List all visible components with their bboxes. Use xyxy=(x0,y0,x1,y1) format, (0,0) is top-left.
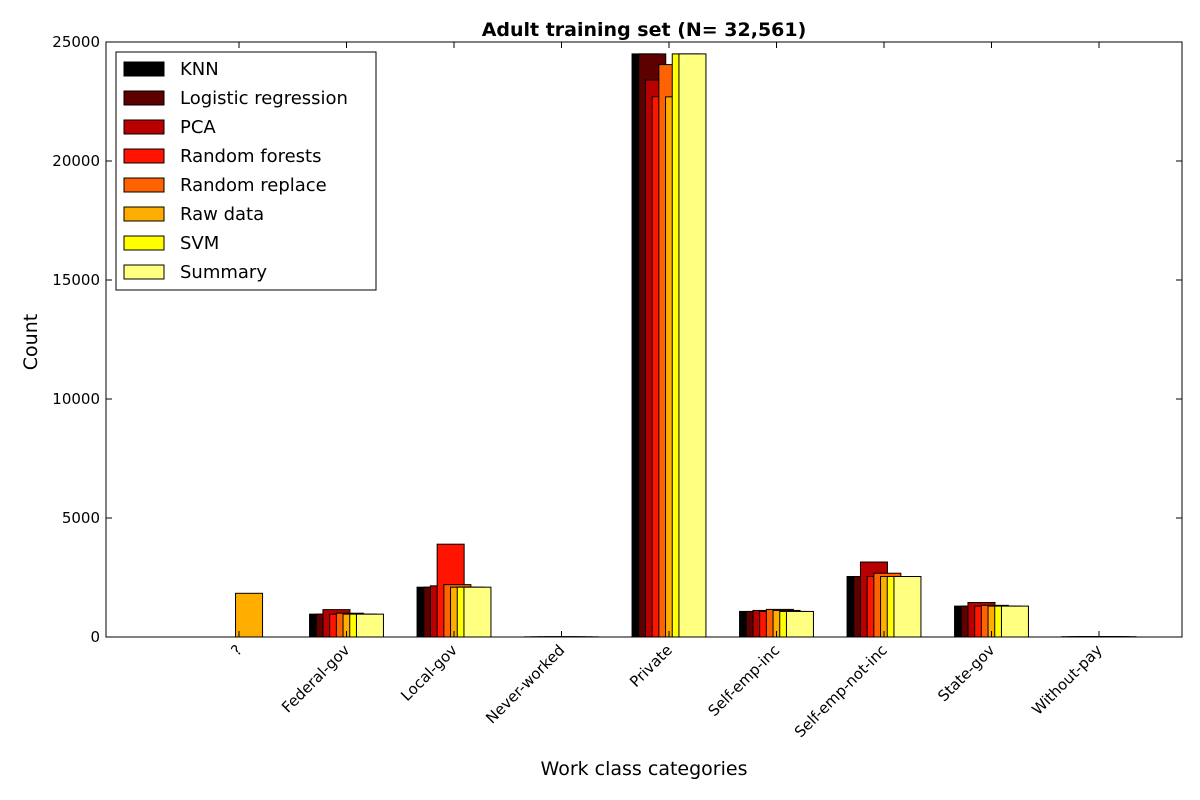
legend-label: PCA xyxy=(180,117,216,138)
x-tick-label: Local-gov xyxy=(397,641,461,705)
bar xyxy=(678,53,707,638)
y-tick-label: 20000 xyxy=(52,152,100,170)
bar xyxy=(785,610,814,638)
x-tick-label: Self-emp-not-inc xyxy=(791,641,891,741)
x-tick-label: ? xyxy=(227,641,245,659)
legend-swatch xyxy=(123,90,165,106)
legend-label: SVM xyxy=(180,233,219,254)
bar xyxy=(1000,605,1029,638)
legend-label: Logistic regression xyxy=(180,88,348,109)
legend-label: Random forests xyxy=(180,146,322,167)
legend-swatch xyxy=(123,148,165,164)
bars-group xyxy=(235,53,1137,638)
y-tick-label: 0 xyxy=(90,628,100,646)
y-tick-label: 15000 xyxy=(52,271,100,289)
legend-swatch xyxy=(123,206,165,222)
legend-swatch xyxy=(123,235,165,251)
x-tick-label: Never-worked xyxy=(482,641,568,727)
bar xyxy=(235,592,264,638)
y-axis: 0 5000 10000 15000 20000 25000 xyxy=(52,33,1182,646)
legend-swatch xyxy=(123,264,165,280)
y-tick-label: 10000 xyxy=(52,390,100,408)
legend-label: Summary xyxy=(180,262,267,283)
y-tick-label: 25000 xyxy=(52,33,100,51)
x-tick-label: Federal-gov xyxy=(278,641,353,716)
bar xyxy=(355,613,384,638)
bar xyxy=(463,586,492,638)
y-tick-label: 5000 xyxy=(62,509,100,527)
y-axis-label: Count xyxy=(20,314,42,370)
legend-label: Raw data xyxy=(180,204,264,225)
legend-swatch xyxy=(123,61,165,77)
legend-swatch xyxy=(123,177,165,193)
legend-swatch xyxy=(123,119,165,135)
legend: KNN Logistic regression PCA Random forests R… xyxy=(115,51,377,291)
legend-label: Random replace xyxy=(180,175,327,196)
chart-title: Adult training set (N= 32,561) xyxy=(482,19,807,41)
x-axis-label: Work class categories xyxy=(541,758,748,780)
x-tick-label: Self-emp-inc xyxy=(704,641,783,720)
plot-frame xyxy=(105,41,1183,638)
x-tick-label: Private xyxy=(626,641,676,691)
x-tick-label: Without-pay xyxy=(1028,641,1106,719)
legend-label: KNN xyxy=(180,59,219,80)
bar xyxy=(893,576,922,638)
x-tick-label: State-gov xyxy=(934,641,998,705)
